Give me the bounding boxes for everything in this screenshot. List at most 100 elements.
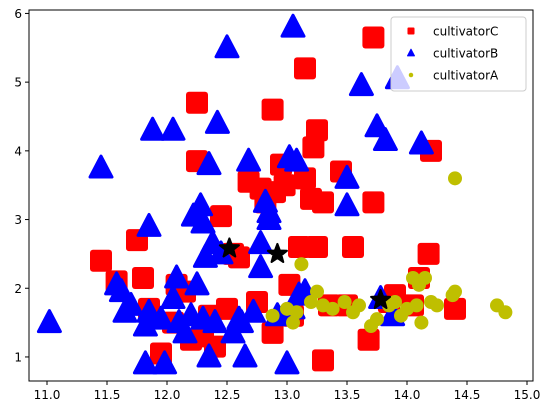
series-cultivatorA xyxy=(265,171,513,334)
data-point-cultivatorB-48 xyxy=(284,147,310,172)
data-point-cultivatorC-45 xyxy=(362,26,385,49)
data-point-cultivatorA-13 xyxy=(370,312,384,327)
data-point-cultivatorB-14 xyxy=(160,285,186,310)
data-point-cultivatorB-3 xyxy=(108,278,134,303)
data-point-cultivatorC-35 xyxy=(306,119,328,142)
data-point-cultivatorA-26 xyxy=(448,284,462,299)
data-point-cultivatorC-31 xyxy=(294,167,316,190)
data-point-cultivatorC-3 xyxy=(132,266,154,289)
data-point-cultivatorA-19 xyxy=(409,298,424,313)
data-point-cultivatorB-51 xyxy=(334,164,360,189)
x-tick-label: 15.0 xyxy=(514,388,541,402)
x-tick-label: 13.5 xyxy=(334,388,361,402)
series-cultivatorB xyxy=(36,13,434,375)
x-axis: 11.0 11.5 12.0 12.5 13.0 13.5 14.0 14.5 15.0 xyxy=(34,381,541,402)
data-point-cultivatorC-37 xyxy=(312,191,334,214)
series-markers-star xyxy=(218,237,392,310)
data-point-cultivatorC-30 xyxy=(288,236,310,259)
data-point-cultivatorB-28 xyxy=(202,309,228,334)
legend-marker-cultivatorA xyxy=(408,72,414,78)
data-point-cultivatorA-15 xyxy=(388,294,402,309)
data-point-cultivatorC-10 xyxy=(186,91,208,114)
data-point-cultivatorB-52 xyxy=(334,192,360,217)
data-point-cultivatorC-38 xyxy=(312,349,334,372)
data-point-star-0 xyxy=(218,237,240,258)
axes-frame xyxy=(28,9,534,382)
data-point-cultivatorC-0 xyxy=(90,249,112,272)
data-point-cultivatorA-6 xyxy=(310,284,324,299)
data-point-cultivatorB-17 xyxy=(172,319,198,344)
data-point-cultivatorB-42 xyxy=(256,199,282,224)
data-point-cultivatorA-11 xyxy=(352,298,366,313)
y-tick-label: 4 xyxy=(14,144,22,158)
y-tick-label: 1 xyxy=(14,350,22,364)
legend-label-cultivatorC: cultivatorC xyxy=(433,25,498,39)
data-point-cultivatorC-42 xyxy=(342,236,364,259)
data-markers xyxy=(36,13,513,375)
y-tick-label: 3 xyxy=(14,213,22,227)
data-point-cultivatorB-8 xyxy=(136,298,162,323)
data-point-cultivatorB-38 xyxy=(248,254,274,279)
data-point-cultivatorB-10 xyxy=(140,116,166,141)
data-point-cultivatorB-29 xyxy=(204,109,230,134)
data-point-cultivatorA-27 xyxy=(448,171,462,186)
x-tick-label: 11.5 xyxy=(94,388,121,402)
data-point-cultivatorB-6 xyxy=(132,350,158,375)
data-point-cultivatorB-36 xyxy=(236,147,262,172)
x-tick-label: 12.0 xyxy=(154,388,181,402)
data-point-cultivatorB-1 xyxy=(88,154,114,179)
legend-label-cultivatorB: cultivatorB xyxy=(433,47,498,61)
legend-label-cultivatorA: cultivatorA xyxy=(433,69,499,83)
data-point-cultivatorB-9 xyxy=(136,212,162,237)
data-point-cultivatorB-13 xyxy=(160,116,186,141)
y-tick-label: 5 xyxy=(14,76,22,90)
data-point-cultivatorC-43 xyxy=(357,328,380,351)
data-point-cultivatorB-22 xyxy=(190,209,216,234)
data-point-cultivatorC-27 xyxy=(273,174,296,197)
data-point-cultivatorB-39 xyxy=(248,230,274,255)
data-point-cultivatorB-53 xyxy=(348,72,374,97)
data-point-cultivatorC-36 xyxy=(306,236,328,259)
data-point-cultivatorA-24 xyxy=(430,298,444,313)
x-tick-label: 11.0 xyxy=(34,388,61,402)
y-tick-label: 2 xyxy=(14,282,22,296)
y-tick-label: 6 xyxy=(14,7,22,21)
data-point-cultivatorA-4 xyxy=(294,257,309,272)
legend-marker-cultivatorB xyxy=(407,48,415,57)
data-point-cultivatorB-59 xyxy=(408,130,434,155)
data-point-star-2 xyxy=(370,288,392,310)
data-point-cultivatorA-8 xyxy=(325,301,340,316)
x-tick-label: 14.0 xyxy=(394,388,421,402)
x-tick-label: 12.5 xyxy=(214,388,241,402)
data-point-cultivatorB-0 xyxy=(36,309,62,334)
legend-box xyxy=(390,16,527,92)
data-point-cultivatorB-44 xyxy=(274,350,300,375)
data-point-cultivatorA-5 xyxy=(304,294,318,309)
data-point-cultivatorC-34 xyxy=(302,136,325,159)
data-point-cultivatorB-12 xyxy=(152,350,178,375)
data-point-cultivatorC-44 xyxy=(362,191,385,214)
data-point-cultivatorB-26 xyxy=(196,343,222,368)
data-point-cultivatorB-31 xyxy=(214,34,240,59)
legend-marker-cultivatorC xyxy=(407,27,415,35)
data-point-cultivatorA-22 xyxy=(418,270,432,285)
data-point-star-1 xyxy=(266,242,288,263)
data-point-cultivatorA-0 xyxy=(265,308,280,323)
y-axis: 1 2 3 4 5 6 xyxy=(14,7,29,364)
data-point-cultivatorB-20 xyxy=(184,271,210,296)
data-point-cultivatorB-37 xyxy=(240,298,266,323)
x-tick-label: 13.0 xyxy=(274,388,301,402)
legend: cultivatorC cultivatorB cultivatorA xyxy=(390,16,527,92)
data-point-cultivatorB-54 xyxy=(364,113,390,138)
data-point-cultivatorC-23 xyxy=(261,98,284,121)
data-point-cultivatorB-56 xyxy=(372,127,398,152)
data-point-cultivatorC-24 xyxy=(261,321,284,344)
data-point-cultivatorB-46 xyxy=(280,13,306,38)
data-point-cultivatorB-15 xyxy=(164,264,190,289)
x-tick-label: 14.5 xyxy=(454,388,481,402)
data-point-cultivatorB-5 xyxy=(118,291,144,316)
data-point-cultivatorA-29 xyxy=(498,305,513,320)
data-point-cultivatorB-11 xyxy=(148,305,174,330)
